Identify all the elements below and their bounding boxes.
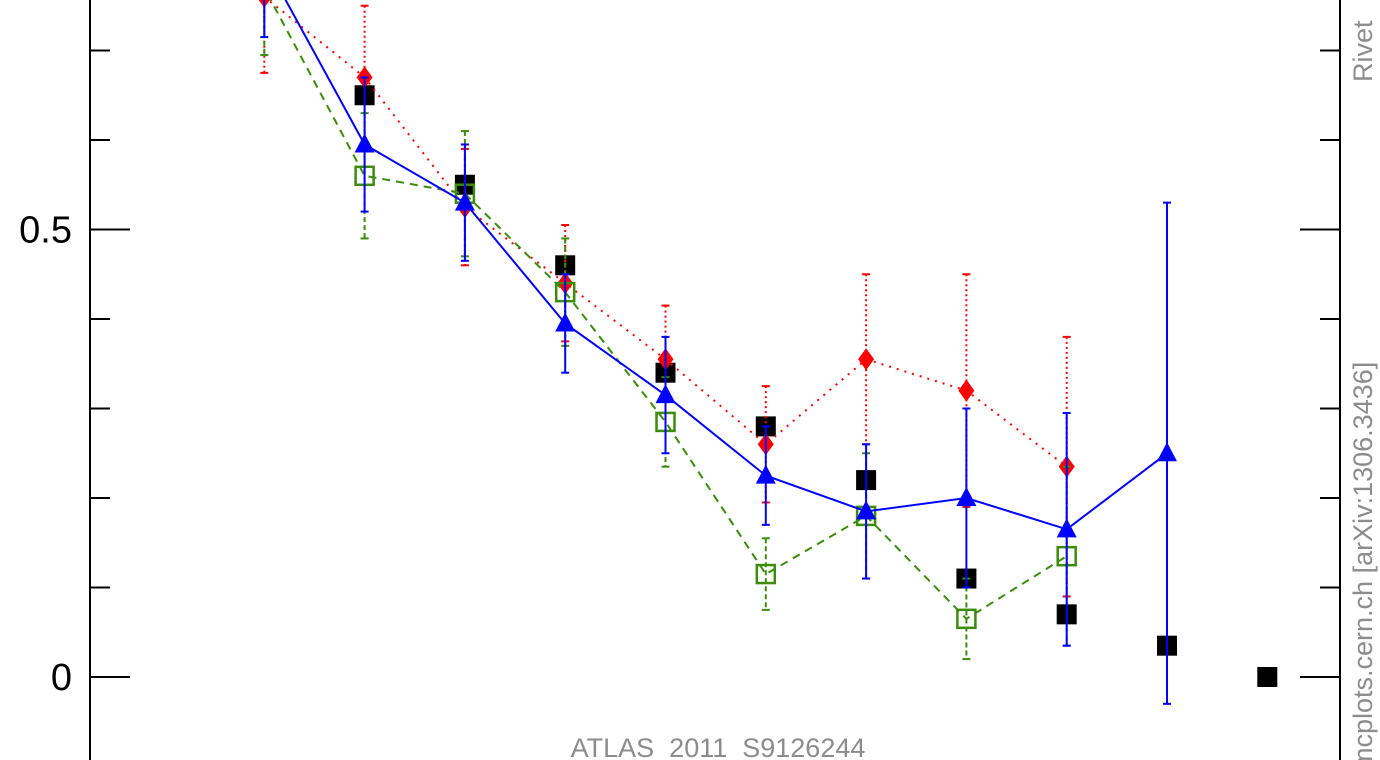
rivet-label: Rivet (1348, 20, 1378, 82)
data-point (354, 133, 375, 153)
data-point (956, 487, 977, 506)
series-solid (260, 0, 1177, 705)
series-line (266, 0, 1068, 468)
series-dotted (258, 0, 1075, 598)
mcplots-label: mcplots.cern.ch [arXiv:1306.3436] (1348, 362, 1378, 760)
data-point (856, 500, 877, 520)
analysis-label: ATLAS_2011_S9126244 (571, 733, 866, 760)
data-point (454, 191, 475, 211)
data-point (655, 384, 676, 404)
series-line (269, 0, 1068, 621)
data-point (858, 348, 875, 371)
plot-frame (89, 0, 1341, 760)
series-data (354, 85, 1278, 687)
data-point (1257, 667, 1278, 687)
data-point (755, 464, 776, 484)
data-point (956, 608, 977, 630)
data-point (958, 379, 975, 402)
y-tick-label: 0.5 (19, 210, 72, 252)
data-point (1056, 518, 1077, 538)
y-ticks: 00.511.5 (19, 49, 1340, 699)
series-layer (258, 0, 1278, 705)
data-point (755, 563, 777, 585)
data-point (1157, 442, 1177, 462)
series-dashed (260, 0, 1077, 661)
y-tick-label: 0 (51, 657, 72, 699)
data-point (555, 312, 576, 332)
